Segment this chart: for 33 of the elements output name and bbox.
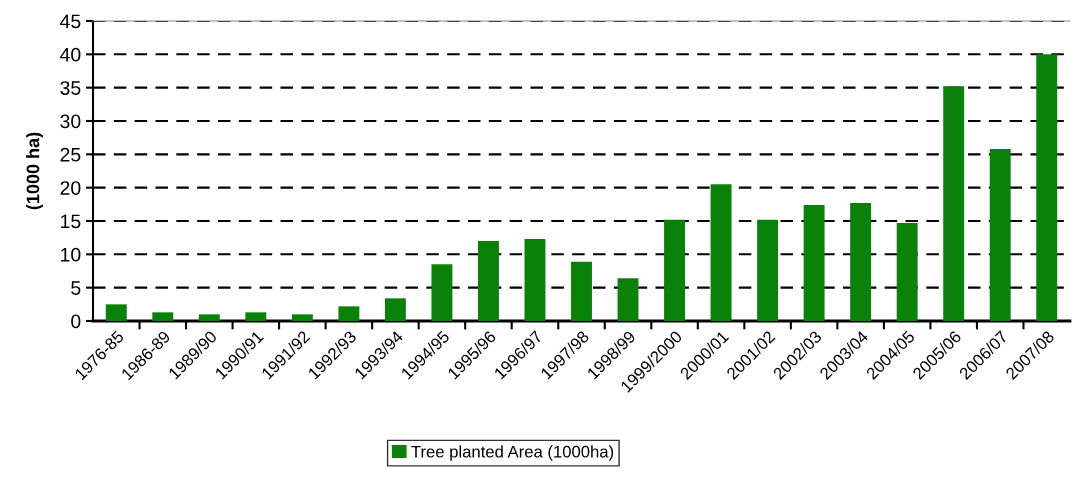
- bar: [245, 312, 267, 321]
- legend-label: Tree planted Area (1000ha): [411, 445, 614, 461]
- bar: [477, 241, 499, 321]
- y-tick-label: 35: [60, 81, 81, 95]
- y-tick-label: 5: [71, 281, 81, 295]
- bar: [198, 314, 220, 321]
- bar: [571, 261, 592, 321]
- bar: [105, 304, 127, 321]
- bar: [152, 312, 174, 321]
- y-tick-label: 15: [61, 214, 81, 229]
- bar: [338, 306, 360, 321]
- y-tick-label: 10: [61, 247, 81, 262]
- y-tick-label: 20: [60, 181, 81, 195]
- y-tick-label: 40: [60, 47, 81, 62]
- y-tick-label: 45: [60, 14, 81, 29]
- bar: [384, 298, 406, 321]
- bar: [431, 264, 453, 321]
- bar: [291, 314, 313, 321]
- bar: [943, 86, 965, 321]
- y-tick-label: 0: [71, 314, 81, 329]
- y-axis-title: (1000 ha): [26, 132, 43, 210]
- bar: [803, 205, 825, 321]
- bar: [896, 223, 918, 321]
- bar: [524, 239, 546, 321]
- bar: [850, 203, 872, 321]
- bar: [617, 278, 639, 321]
- y-tick-label: 25: [60, 147, 81, 162]
- bar: [664, 219, 686, 321]
- bar: [757, 219, 779, 321]
- y-tick-label: 30: [60, 114, 81, 129]
- bar: [710, 184, 732, 321]
- bar: [989, 149, 1011, 321]
- bar: [1036, 54, 1058, 321]
